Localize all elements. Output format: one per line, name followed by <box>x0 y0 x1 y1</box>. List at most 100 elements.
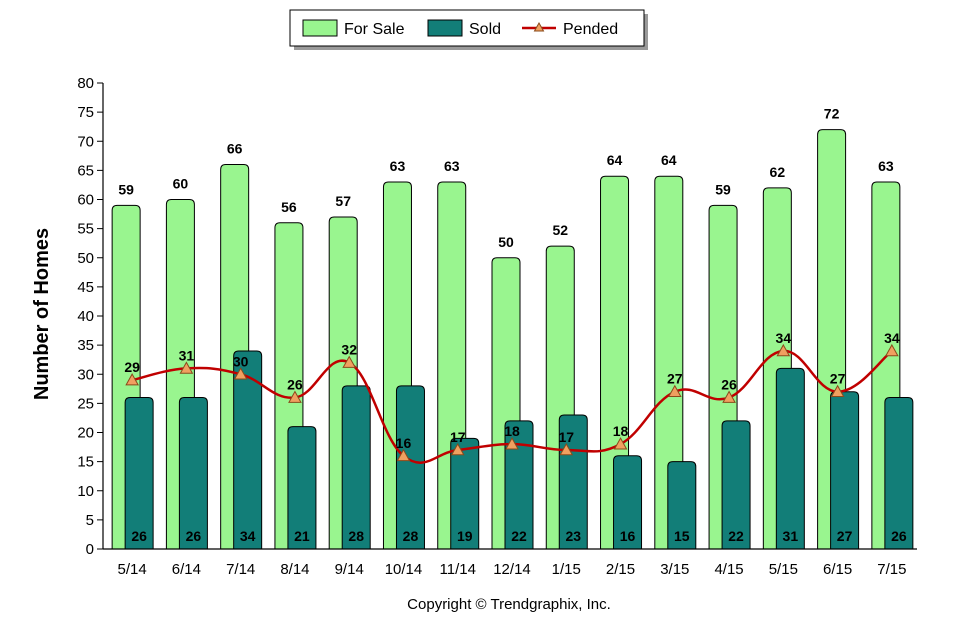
for-sale-value-label: 59 <box>715 181 731 197</box>
y-tick-label: 0 <box>86 541 94 558</box>
sold-value-label: 31 <box>783 528 799 544</box>
sold-bar <box>341 385 371 550</box>
legend-box <box>289 9 645 47</box>
pended-marker <box>179 361 194 374</box>
for-sale-value-label: 59 <box>118 181 134 197</box>
y-tick-label: 80 <box>77 75 94 92</box>
pended-value-label: 17 <box>558 429 574 445</box>
sold-bar <box>233 350 263 550</box>
sold-bar <box>667 461 697 550</box>
x-tick-label: 7/15 <box>877 561 906 578</box>
pended-marker <box>885 343 899 357</box>
y-tick-label: 15 <box>77 454 94 471</box>
y-tick-label: 75 <box>77 104 94 121</box>
axes <box>102 83 917 550</box>
x-tick-label: 5/14 <box>118 561 147 578</box>
x-tick-label: 9/14 <box>335 561 364 578</box>
sold-value-label: 26 <box>891 528 907 544</box>
x-tick-label: 1/15 <box>552 561 581 578</box>
sold-value-label: 16 <box>620 528 636 544</box>
sold-bar <box>830 391 860 550</box>
x-tick-label: 7/14 <box>226 561 255 578</box>
y-tick-label: 50 <box>77 250 94 267</box>
x-tick-label: 3/15 <box>660 561 689 578</box>
y-tick-label: 10 <box>77 483 94 500</box>
for-sale-value-label: 60 <box>173 176 189 192</box>
x-tick-label: 8/14 <box>280 561 309 578</box>
pended-marker <box>233 367 248 380</box>
pended-value-label: 34 <box>884 330 900 346</box>
legend-label-for-sale: For Sale <box>344 21 405 38</box>
for-sale-value-label: 63 <box>390 158 406 174</box>
sold-value-label: 28 <box>403 528 419 544</box>
legend-swatch-sold <box>427 19 463 37</box>
y-axis-ticks: 0 5 10 15 20 25 30 35 40 45 50 55 60 65 70 75 80 <box>77 75 103 558</box>
pended-line: 29 31 30 26 32 16 17 18 17 18 27 26 34 27 34 <box>124 330 900 464</box>
for-sale-value-label: 63 <box>444 158 460 174</box>
for-sale-value-label: 64 <box>661 152 677 168</box>
sold-bar <box>178 397 208 550</box>
legend-swatch-pended-marker <box>533 21 545 32</box>
x-tick-label: 10/14 <box>385 561 423 578</box>
sold-bar <box>450 437 480 550</box>
pended-value-label: 27 <box>830 371 846 387</box>
legend-label-sold: Sold <box>469 21 501 38</box>
pended-value-label: 18 <box>504 423 520 439</box>
pended-marker <box>125 373 139 386</box>
pended-marker <box>450 442 465 456</box>
pended-value-label: 32 <box>341 342 357 358</box>
for-sale-bar <box>654 175 684 550</box>
pended-value-label: 18 <box>613 423 629 439</box>
sold-value-label: 22 <box>728 528 744 544</box>
for-sale-value-label: 62 <box>770 164 786 180</box>
sold-value-label: 23 <box>565 528 581 544</box>
for-sale-value-label: 56 <box>281 199 297 215</box>
x-tick-label: 6/15 <box>823 561 852 578</box>
sold-bar <box>721 420 751 550</box>
y-tick-label: 70 <box>77 133 94 150</box>
x-tick-label: 4/15 <box>714 561 743 578</box>
x-tick-label: 12/14 <box>493 561 531 578</box>
y-tick-label: 60 <box>77 192 94 209</box>
y-tick-label: 40 <box>77 308 94 325</box>
sold-bar <box>884 397 914 550</box>
pended-value-label: 16 <box>396 435 412 451</box>
pended-marker <box>288 390 302 403</box>
sold-value-label: 28 <box>348 528 364 544</box>
sold-value-label: 27 <box>837 528 853 544</box>
y-tick-label: 30 <box>77 366 94 383</box>
for-sale-value-label: 64 <box>607 152 623 168</box>
sold-bar <box>287 426 317 550</box>
for-sale-value-label: 50 <box>498 234 514 250</box>
y-tick-label: 45 <box>77 279 94 296</box>
data-labels: 59 26 5/14 60 26 6/14 66 34 7/14 56 21 8/14 57 28 9/14… <box>118 106 907 578</box>
sold-value-label: 19 <box>457 528 473 544</box>
pended-marker <box>667 384 682 398</box>
pended-value-label: 30 <box>233 353 249 369</box>
pended-value-label: 26 <box>287 377 303 393</box>
for-sale-value-label: 63 <box>878 158 894 174</box>
legend-swatch-for-sale <box>302 19 338 37</box>
for-sale-value-label: 57 <box>335 193 351 209</box>
sold-value-label: 26 <box>131 528 147 544</box>
pended-marker <box>396 448 411 462</box>
sold-bar <box>395 385 425 550</box>
y-tick-label: 65 <box>77 162 94 179</box>
legend-label-pended: Pended <box>563 21 618 38</box>
legend: For Sale Sold Pended <box>289 9 648 50</box>
pended-marker <box>776 343 791 357</box>
sold-bar <box>124 397 154 550</box>
pended-value-label: 34 <box>776 330 792 346</box>
sold-bar <box>613 455 643 550</box>
for-sale-value-label: 66 <box>227 141 243 157</box>
sold-value-label: 21 <box>294 528 310 544</box>
for-sale-value-label: 52 <box>552 222 568 238</box>
pended-value-label: 29 <box>124 359 140 375</box>
pended-marker <box>342 355 357 368</box>
pended-value-label: 17 <box>450 429 466 445</box>
sold-bar <box>775 367 805 550</box>
sold-value-label: 15 <box>674 528 690 544</box>
sold-value-label: 26 <box>186 528 202 544</box>
pended-marker <box>722 390 736 403</box>
